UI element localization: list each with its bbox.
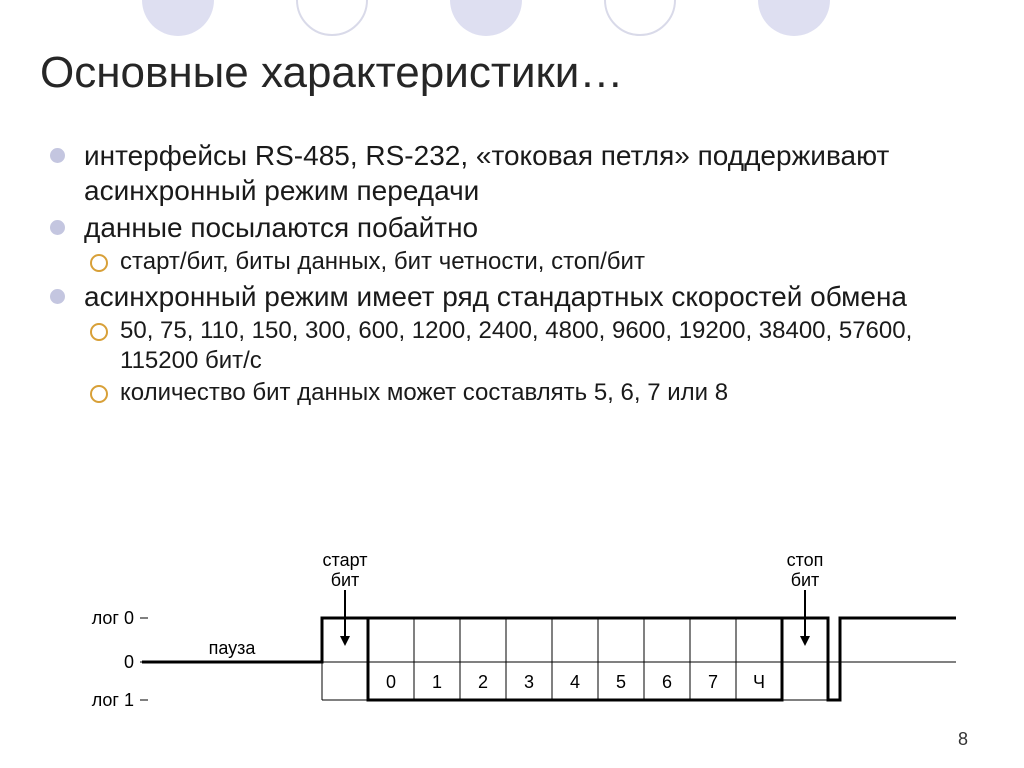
slide: Основные характеристики… интерфейсы RS-4… bbox=[0, 0, 1024, 768]
timing-diagram: лог 00лог 101234567Чпаузастартбитстопбит bbox=[82, 538, 962, 728]
svg-text:2: 2 bbox=[478, 672, 488, 692]
bullet-item: данные посылаются побайтно старт/бит, бит… bbox=[44, 210, 984, 277]
bullet-list: интерфейсы RS-485, RS-232, «токовая петл… bbox=[40, 138, 984, 408]
svg-text:5: 5 bbox=[616, 672, 626, 692]
svg-text:стоп: стоп bbox=[787, 550, 824, 570]
timing-diagram-svg: лог 00лог 101234567Чпаузастартбитстопбит bbox=[82, 538, 962, 728]
sub-bullet-item: старт/бит, биты данных, бит четности, ст… bbox=[84, 247, 984, 277]
slide-title: Основные характеристики… bbox=[40, 48, 984, 98]
bullet-item: асинхронный режим имеет ряд стандартных … bbox=[44, 279, 984, 408]
sub-list: 50, 75, 110, 150, 300, 600, 1200, 2400, … bbox=[84, 316, 984, 408]
svg-text:лог 0: лог 0 bbox=[92, 608, 134, 628]
svg-text:бит: бит bbox=[331, 570, 360, 590]
svg-text:1: 1 bbox=[432, 672, 442, 692]
svg-text:лог 1: лог 1 bbox=[92, 690, 134, 710]
bullet-item: интерфейсы RS-485, RS-232, «токовая петл… bbox=[44, 138, 984, 208]
svg-text:старт: старт bbox=[323, 550, 368, 570]
svg-text:0: 0 bbox=[386, 672, 396, 692]
sub-bullet-item: количество бит данных может составлять 5… bbox=[84, 378, 984, 408]
bullet-text: данные посылаются побайтно bbox=[84, 212, 478, 243]
bullet-text: интерфейсы RS-485, RS-232, «токовая петл… bbox=[84, 140, 889, 206]
svg-text:Ч: Ч bbox=[753, 672, 765, 692]
sub-list: старт/бит, биты данных, бит четности, ст… bbox=[84, 247, 984, 277]
svg-text:бит: бит bbox=[791, 570, 820, 590]
sub-bullet-item: 50, 75, 110, 150, 300, 600, 1200, 2400, … bbox=[84, 316, 984, 376]
page-number: 8 bbox=[958, 729, 968, 750]
svg-text:6: 6 bbox=[662, 672, 672, 692]
svg-text:0: 0 bbox=[124, 652, 134, 672]
svg-text:7: 7 bbox=[708, 672, 718, 692]
svg-text:4: 4 bbox=[570, 672, 580, 692]
svg-text:3: 3 bbox=[524, 672, 534, 692]
svg-text:пауза: пауза bbox=[209, 638, 257, 658]
bullet-text: асинхронный режим имеет ряд стандартных … bbox=[84, 281, 907, 312]
